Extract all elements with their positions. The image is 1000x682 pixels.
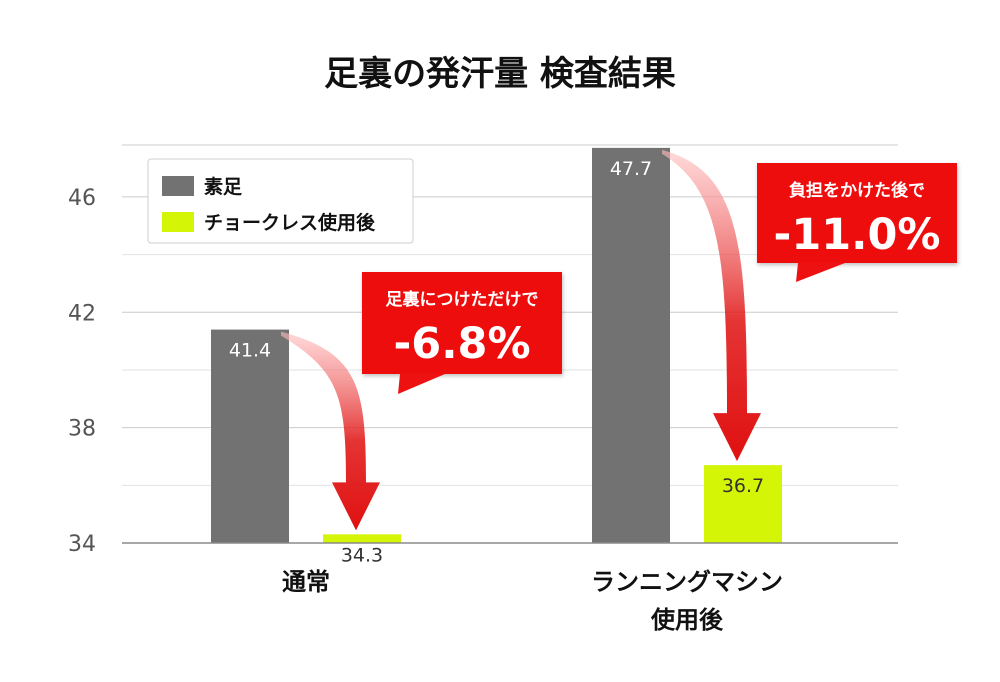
reduction-arrow <box>281 331 380 531</box>
x-category-label: ランニングマシン <box>591 568 783 596</box>
bar-value-label: 34.3 <box>341 544 383 566</box>
callout-box <box>362 272 562 374</box>
x-category-label: 通常 <box>282 568 330 596</box>
callout-caption: 足裏につけただけで <box>386 289 539 310</box>
callout-percent: -6.8% <box>393 319 530 369</box>
bar-value-label: 41.4 <box>229 340 271 362</box>
callout-percent: -11.0% <box>773 210 940 260</box>
y-tick-label: 38 <box>68 417 96 442</box>
callout-caption: 負担をかけた後で <box>789 180 925 201</box>
x-category-label: 使用後 <box>650 606 724 634</box>
y-tick-label: 34 <box>68 532 96 557</box>
chart-title: 足裏の発汗量 検査結果 <box>324 54 676 94</box>
y-tick-label: 46 <box>68 186 96 211</box>
callout-tail <box>796 263 845 282</box>
legend-swatch <box>162 176 194 196</box>
bar-barefoot <box>211 329 289 543</box>
legend-label: チョークレス使用後 <box>204 211 376 234</box>
legend-label: 素足 <box>204 175 243 198</box>
callout-box <box>757 163 957 263</box>
y-tick-label: 42 <box>68 301 96 326</box>
bar-chalkless <box>323 534 401 543</box>
bar-barefoot <box>592 147 670 543</box>
legend-box <box>147 158 414 244</box>
bar-value-label: 47.7 <box>610 158 652 180</box>
bar-chalkless <box>704 465 782 543</box>
reduction-arrow <box>662 149 761 462</box>
bar-value-label: 36.7 <box>722 475 764 497</box>
callout-tail <box>398 374 445 394</box>
legend-swatch <box>162 212 194 232</box>
